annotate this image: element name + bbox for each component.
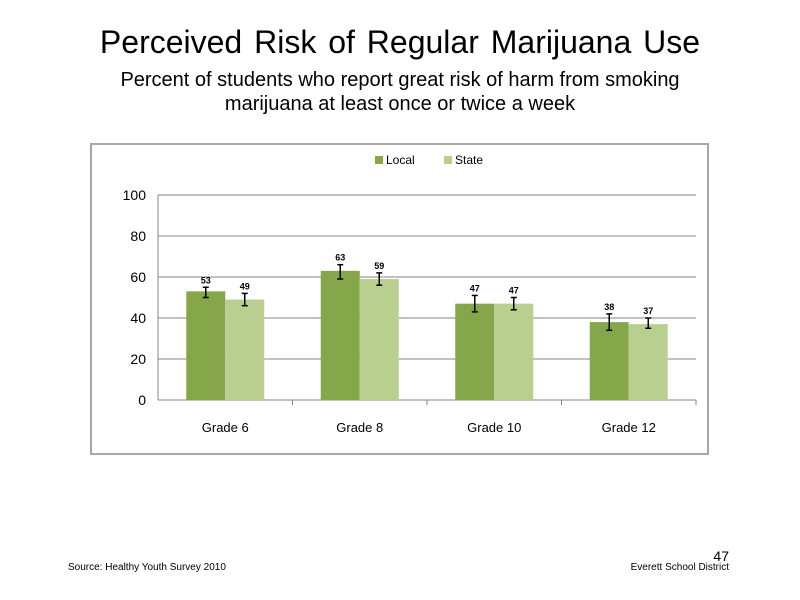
- subtitle-line-2: marijuana at least once or twice a week: [224, 93, 576, 115]
- legend-label-state: State: [455, 153, 483, 167]
- bar-local: [455, 303, 495, 400]
- chart-subtitle: Percent of students who report great ris…: [0, 68, 800, 116]
- page-number: 47: [713, 548, 729, 564]
- legend-label-local: Local: [386, 153, 415, 167]
- x-category-label: Grade 6: [202, 420, 249, 435]
- y-tick-label: 0: [138, 392, 146, 408]
- bar-local: [589, 322, 629, 400]
- organization-name: Everett School District: [630, 562, 729, 573]
- x-category-label: Grade 12: [602, 420, 656, 435]
- legend-swatch-state: [444, 156, 452, 164]
- bar-state: [225, 299, 265, 400]
- y-tick-label: 20: [130, 351, 146, 367]
- y-tick-label: 80: [130, 228, 146, 244]
- source-note: Source: Healthy Youth Survey 2010: [68, 562, 226, 573]
- bar-local: [186, 291, 226, 400]
- data-label: 63: [335, 253, 345, 263]
- bar-state: [628, 324, 668, 400]
- data-label: 37: [643, 306, 653, 316]
- data-label: 53: [201, 275, 211, 285]
- bar-local: [320, 270, 360, 400]
- x-category-label: Grade 8: [336, 420, 383, 435]
- data-label: 49: [240, 281, 250, 291]
- data-label: 59: [374, 261, 384, 271]
- bar-state: [494, 303, 534, 400]
- data-label: 47: [509, 286, 519, 296]
- subtitle-line-1: Percent of students who report great ris…: [120, 69, 680, 91]
- bar-state: [359, 279, 399, 400]
- y-tick-label: 100: [123, 187, 147, 203]
- legend-swatch-local: [375, 156, 383, 164]
- y-tick-label: 40: [130, 310, 146, 326]
- x-category-label: Grade 10: [467, 420, 521, 435]
- chart-title: Perceived Risk of Regular Marijuana Use: [99, 24, 701, 60]
- y-tick-label: 60: [130, 269, 146, 285]
- data-label: 47: [470, 283, 480, 293]
- data-label: 38: [604, 302, 614, 312]
